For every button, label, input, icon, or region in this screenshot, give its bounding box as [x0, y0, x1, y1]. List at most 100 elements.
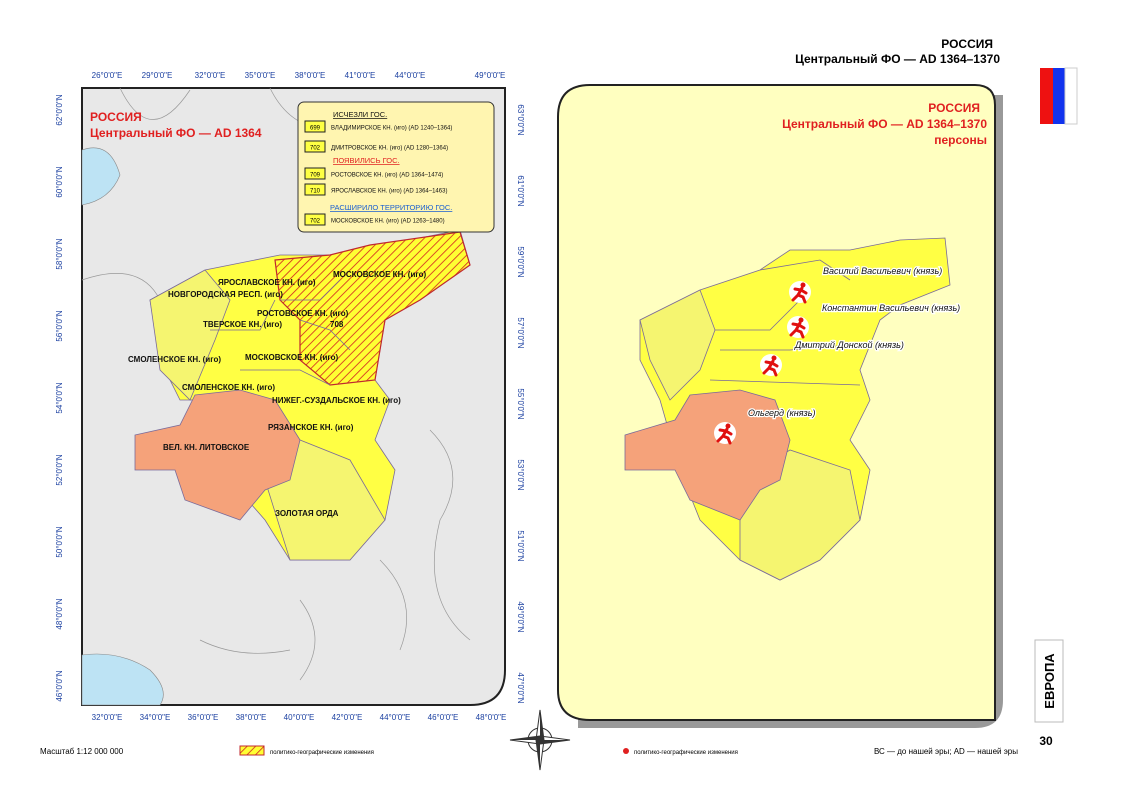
scale: Масштаб 1:12 000 000: [40, 747, 124, 756]
map-label: ВЕЛ. КН. ЛИТОВСКОЕ: [163, 443, 250, 452]
latitude-label: 59°0'0"N: [516, 246, 525, 277]
map-label: СМОЛЕНСКОЕ КН. (иго): [182, 383, 275, 392]
map-label: НИЖЕГ.-СУЗДАЛЬСКОЕ КН. (иго): [272, 396, 401, 405]
icon-head: [800, 282, 806, 288]
longitude-label: 35°0'0"E: [245, 71, 276, 80]
legend-swatch: [623, 748, 629, 754]
map-label: 708: [330, 320, 344, 329]
latitude-label: 60°0'0"N: [55, 166, 64, 197]
map-label: НОВГОРОДСКАЯ РЕСП. (иго): [168, 290, 283, 299]
legend-swatch: [239, 745, 265, 756]
person-icon: [789, 281, 811, 304]
longitude-label: 41°0'0"E: [345, 71, 376, 80]
legend-heading: ПОЯВИЛИСЬ ГОС.: [333, 156, 400, 165]
person-name: Константин Васильевич (князь): [822, 303, 960, 313]
person-icon: [714, 422, 736, 445]
latitude-label: 56°0'0"N: [55, 310, 64, 341]
left-map: [81, 87, 506, 706]
latitude-label: 47°0'0"N: [516, 672, 525, 703]
icon-head: [798, 317, 804, 323]
person-icon: [760, 354, 782, 377]
person-icon: [787, 316, 809, 339]
longitude-label: 36°0'0"E: [188, 713, 219, 722]
longitude-label: 29°0'0"E: [142, 71, 173, 80]
map-label: ТВЕРСКОЕ КН. (иго): [203, 320, 282, 329]
longitude-label: 40°0'0"E: [284, 713, 315, 722]
flag: [1040, 67, 1078, 125]
longitude-label: 32°0'0"E: [92, 713, 123, 722]
legend-swatch: [304, 183, 326, 196]
latitude-label: 48°0'0"N: [55, 598, 64, 629]
right-map-note: персоны: [934, 133, 987, 147]
map-label: ЗОЛОТАЯ ОРДА: [275, 509, 339, 518]
section-name: ЕВРОПА: [1042, 653, 1057, 709]
longitude-label: 32°0'0"E: [195, 71, 226, 80]
map-label: СМОЛЕНСКОЕ КН. (иго): [128, 355, 221, 364]
right-map-subtitle: Центральный ФО — AD 1364–1370: [782, 117, 987, 131]
person-name: Ольгерд (князь): [748, 408, 815, 418]
person-name: Дмитрий Донской (князь): [794, 340, 904, 350]
legend-code: 702: [310, 219, 321, 225]
latitude-label: 49°0'0"N: [516, 601, 525, 632]
map-label: МОСКОВСКОЕ КН. (иго): [333, 270, 426, 279]
left-map-subtitle: Центральный ФО — AD 1364: [90, 126, 262, 140]
legend-heading: ИСЧЕЗЛИ ГОС.: [333, 110, 387, 119]
map-label: РОСТОВСКОЕ КН. (иго): [257, 309, 349, 318]
latitude-label: 54°0'0"N: [55, 382, 64, 413]
latitude-label: 58°0'0"N: [55, 238, 64, 269]
legend-swatch: [304, 140, 326, 153]
page-number: 30: [1039, 734, 1053, 748]
legend-text: РОСТОВСКОЕ КН. (иго) (AD 1364–1474): [331, 173, 443, 179]
legend-code: 710: [310, 189, 321, 195]
legend-swatch: [304, 120, 326, 133]
era-note: ВС — до нашей эры; AD — нашей эры: [874, 747, 1018, 756]
latitude-label: 52°0'0"N: [55, 454, 64, 485]
map-label: РЯЗАНСКОЕ КН. (иго): [268, 423, 354, 432]
legend-code: 702: [310, 146, 321, 152]
latitude-label: 57°0'0"N: [516, 317, 525, 348]
longitude-label: 42°0'0"E: [332, 713, 363, 722]
legend-swatch: [304, 213, 326, 226]
icon-body: [762, 359, 779, 377]
icon-head: [725, 423, 731, 429]
latitude-label: 55°0'0"N: [516, 388, 525, 419]
longitude-label: 44°0'0"E: [380, 713, 411, 722]
icon-body: [716, 427, 733, 445]
legend-text: ВЛАДИМИРСКОЕ КН. (иго) (AD 1240–1364): [331, 126, 452, 132]
legend-heading: РАСШИРИЛО ТЕРРИТОРИЮ ГОС.: [330, 203, 452, 212]
icon-body: [789, 321, 806, 339]
latitude-label: 51°0'0"N: [516, 530, 525, 561]
legend-text: ДМИТРОВСКОЕ КН. (иго) (AD 1280–1364): [331, 146, 448, 152]
compass: [509, 709, 571, 771]
icon-body: [791, 286, 808, 304]
person-name: Василий Васильевич (князь): [823, 266, 942, 276]
legend-text: ЯРОСЛАВСКОЕ КН. (иго) (AD 1364–1463): [331, 189, 447, 195]
latitude-label: 46°0'0"N: [55, 670, 64, 701]
latitude-label: 50°0'0"N: [55, 526, 64, 557]
longitude-label: 49°0'0"E: [475, 71, 506, 80]
left-map-title: РОССИЯ: [90, 110, 142, 124]
latitude-label: 53°0'0"N: [516, 459, 525, 490]
longitude-label: 46°0'0"E: [428, 713, 459, 722]
right-map: [557, 84, 1003, 728]
longitude-label: 34°0'0"E: [140, 713, 171, 722]
header-title: РОССИЯ: [941, 37, 993, 51]
map-label: ЯРОСЛАВСКОЕ КН. (иго): [218, 278, 316, 287]
icon-head: [771, 355, 777, 361]
longitude-label: 48°0'0"E: [476, 713, 507, 722]
map-label: МОСКОВСКОЕ КН. (иго): [245, 353, 338, 362]
legend-code: 699: [310, 126, 321, 132]
latitude-label: 63°0'0"N: [516, 104, 525, 135]
legend: 699 ВЛАДИМИРСКОЕ КН. (иго) (AD 1240–1364)…: [304, 120, 452, 226]
legend-text: политико-географические изменения: [634, 750, 738, 756]
coordinate-grid: 26°0'0"E 29°0'0"E 32°0'0"E 35°0'0"E 38°0'0"E…: [55, 71, 525, 722]
right-map-title: РОССИЯ: [928, 101, 980, 115]
longitude-label: 38°0'0"E: [295, 71, 326, 80]
map-labels: ЯРОСЛАВСКОЕ КН. (иго) МОСКОВСКОЕ КН. (иго…: [128, 270, 426, 518]
header-subtitle: Центральный ФО — AD 1364–1370: [795, 52, 1000, 66]
longitude-label: 26°0'0"E: [92, 71, 123, 80]
longitude-label: 44°0'0"E: [395, 71, 426, 80]
persons: Василий Васильевич (князь) Константин Вас…: [714, 265, 961, 445]
legend-code: 709: [310, 173, 321, 179]
